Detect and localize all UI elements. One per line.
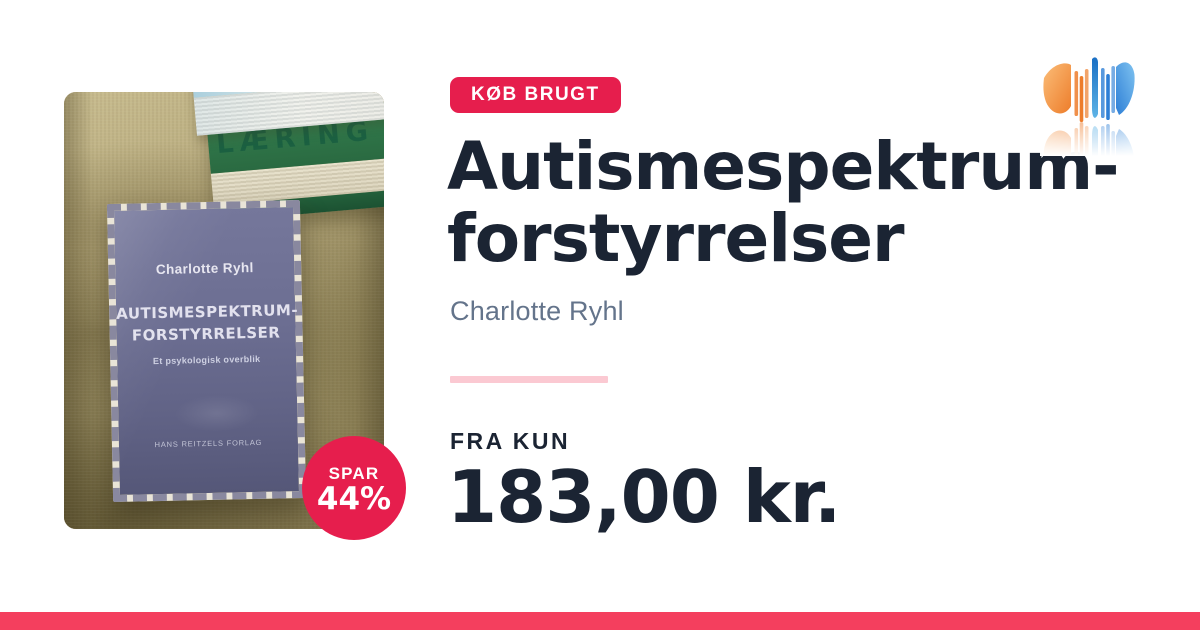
author-name: Charlotte Ryhl [450,296,624,326]
price-value: 183,00 kr. [447,455,841,539]
discount-badge-value: 44% [316,480,392,517]
plastic-sheen [114,207,299,495]
price-label: FRA KUN [450,428,571,454]
bottom-accent-bar [0,612,1200,630]
book-cover: Charlotte Ryhl AUTISMESPEKTRUM- FORSTYRR… [106,200,307,502]
book-cover-title-line2: FORSTYRRELSER [131,323,281,345]
discount-badge-label: SPAR [328,463,380,483]
book-cover-title-line1: AUTISMESPEKTRUM- [116,301,299,323]
discount-badge: SPAR 44% [302,436,406,540]
product-photo: LÆRING Charlotte Ryhl AUTISMESPEKTRUM- F… [64,92,384,529]
book-cover-title: AUTISMESPEKTRUM- FORSTYRRELSER [116,299,299,347]
book-cover-publisher: HANS REITZELS FORLAG [154,437,263,450]
page-title-line2: forstyrrelser [447,200,905,277]
book-cover-subtitle: Et psykologisk overblik [152,353,261,367]
accent-divider [450,376,608,383]
page-title: Autismespektrum- forstyrrelser [447,131,1119,275]
buy-used-badge[interactable]: KØB BRUGT [450,77,621,113]
page-title-line1: Autismespektrum- [447,128,1119,205]
book-cover-author: Charlotte Ryhl [155,259,254,278]
open-book-stripes-logo [1040,57,1136,156]
